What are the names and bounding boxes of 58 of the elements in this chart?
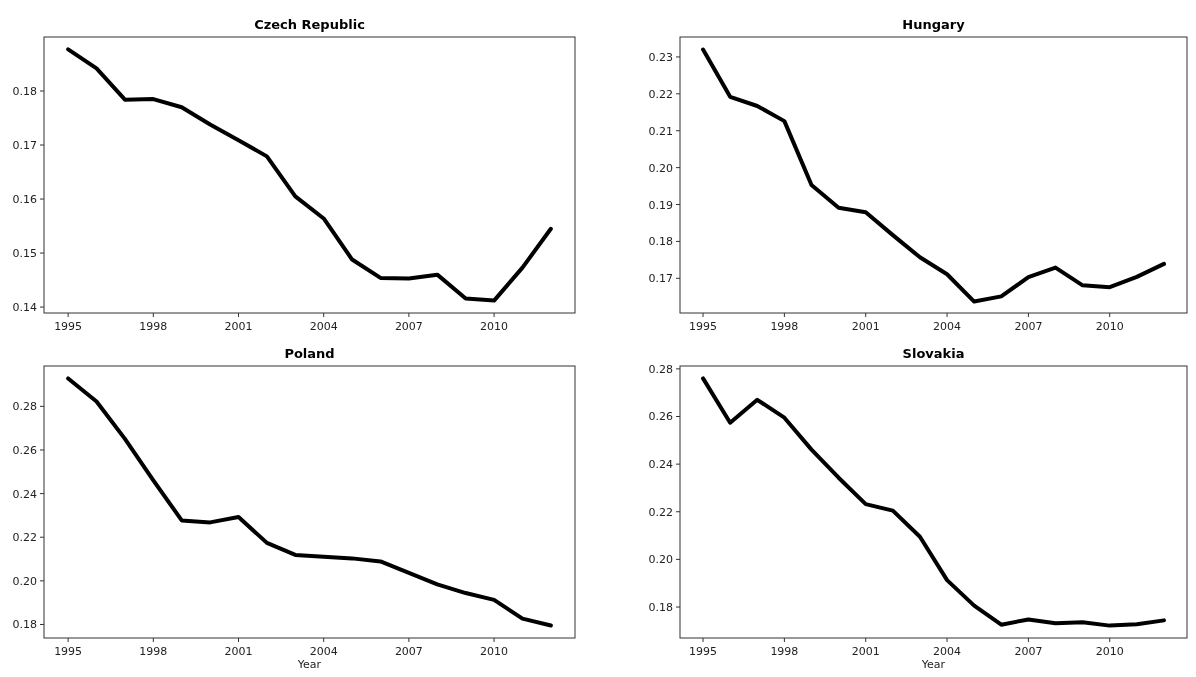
x-tick-label: 2007 [1014,645,1043,658]
x-axis-title: Year [296,658,322,671]
x-tick-label: 1995 [54,320,83,333]
x-tick-label: 2004 [933,645,962,658]
y-tick-label: 0.16 [12,193,37,207]
x-tick-label: 2001 [224,645,253,658]
chart-title: Slovakia [902,346,965,361]
y-tick-label: 0.17 [648,272,673,286]
y-tick-label: 0.18 [648,235,673,249]
y-tick-label: 0.26 [648,410,673,424]
x-tick-label: 1995 [54,645,83,658]
y-tick-label: 0.20 [648,553,673,567]
y-tick-label: 0.14 [12,301,37,315]
y-tick-label: 0.18 [12,618,37,632]
x-tick-label: 1998 [770,320,799,333]
y-tick-label: 0.15 [12,247,37,261]
y-tick-label: 0.21 [648,124,673,138]
y-tick-label: 0.22 [648,87,673,101]
y-tick-label: 0.17 [12,139,37,153]
x-tick-label: 1998 [139,645,168,658]
y-tick-label: 0.22 [12,531,37,545]
x-tick-label: 2004 [933,320,962,333]
x-tick-label: 1998 [139,320,168,333]
line-series [66,47,553,303]
y-tick-label: 0.23 [648,50,673,64]
x-tick-label: 2004 [309,645,338,658]
x-tick-label: 2010 [1095,645,1124,658]
x-tick-label: 1995 [689,320,718,333]
y-tick-label: 0.24 [12,487,37,501]
x-axis-title: Year [920,658,946,671]
x-tick-label: 2007 [394,320,423,333]
y-tick-label: 0.19 [648,198,673,212]
x-tick-label: 1995 [689,645,718,658]
y-tick-label: 0.26 [12,443,37,457]
y-tick-label: 0.18 [12,85,37,99]
chart-title: Poland [284,346,335,361]
y-tick-label: 0.18 [648,601,673,615]
x-tick-label: 2004 [309,320,338,333]
x-tick-label: 1998 [770,645,799,658]
y-tick-label: 0.28 [12,400,37,414]
x-tick-label: 2007 [1014,320,1043,333]
x-tick-label: 2010 [480,320,509,333]
x-tick-label: 2010 [1095,320,1124,333]
chart-title: Hungary [902,17,966,32]
y-tick-label: 0.24 [648,458,673,472]
chart-title: Czech Republic [254,17,365,32]
y-tick-label: 0.28 [648,362,673,376]
line-series [66,376,553,628]
line-series [701,47,1166,304]
y-tick-label: 0.20 [648,161,673,175]
x-tick-label: 2001 [851,320,880,333]
y-tick-label: 0.22 [648,505,673,519]
x-tick-label: 2010 [480,645,509,658]
y-tick-label: 0.20 [12,574,37,588]
x-tick-label: 2001 [851,645,880,658]
line-series [701,376,1166,628]
x-tick-label: 2001 [224,320,253,333]
x-tick-label: 2007 [394,645,423,658]
